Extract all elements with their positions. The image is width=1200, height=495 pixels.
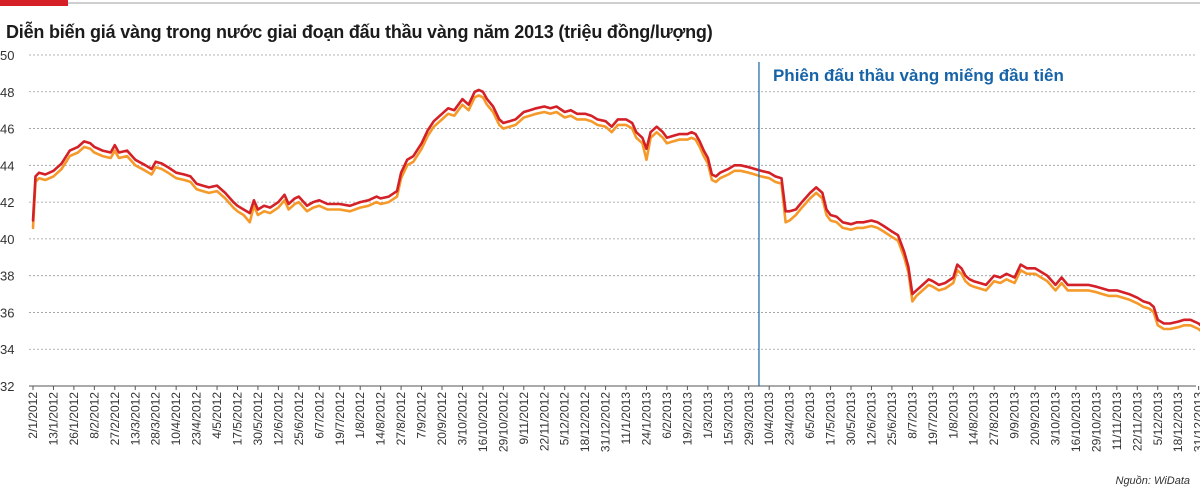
series-line-orange — [31, 94, 1200, 332]
x-tick-label: 1/3/2013 — [701, 392, 715, 439]
x-tick-label: 6/5/2013 — [803, 392, 817, 439]
x-tick-label: 3/10/2012 — [455, 392, 469, 446]
x-tick-label: 27/2/2012 — [108, 392, 122, 446]
header-accent-bar — [0, 0, 68, 6]
x-tick-label: 14/8/2013 — [967, 392, 981, 446]
x-tick-label: 1/8/2013 — [946, 392, 960, 439]
x-tick-label: 8/2/2012 — [87, 392, 101, 439]
x-tick-label: 31/12/2012 — [599, 392, 613, 452]
y-tick-label: 32 — [0, 379, 14, 394]
x-tick-label: 3/10/2013 — [1049, 392, 1063, 446]
x-tick-label: 29/3/2013 — [742, 392, 756, 446]
x-tick-label: 27/8/2013 — [987, 392, 1001, 446]
x-tick-label: 4/5/2012 — [210, 392, 224, 439]
x-tick-label: 28/3/2012 — [149, 392, 163, 446]
x-tick-label: 20/9/2013 — [1028, 392, 1042, 446]
x-tick-label: 10/4/2013 — [762, 392, 776, 446]
x-tick-label: 19/7/2013 — [926, 392, 940, 446]
series-line-red — [31, 88, 1200, 327]
x-tick-label: 6/2/2013 — [660, 392, 674, 439]
x-tick-label: 17/5/2013 — [824, 392, 838, 446]
x-tick-label: 6/7/2012 — [312, 392, 326, 439]
x-tick-label: 2/1/2012 — [26, 392, 40, 439]
x-tick-label: 25/6/2012 — [292, 392, 306, 446]
x-tick-label: 9/9/2013 — [1008, 392, 1022, 439]
y-tick-label: 36 — [0, 305, 14, 320]
x-tick-label: 27/8/2012 — [394, 392, 408, 446]
x-tick-label: 18/12/2013 — [1171, 392, 1185, 452]
x-tick-label: 29/10/2013 — [1089, 392, 1103, 452]
x-tick-label: 14/8/2012 — [374, 392, 388, 446]
y-tick-label: 40 — [0, 232, 14, 247]
header-rule — [68, 2, 1200, 4]
series-lines — [31, 88, 1200, 332]
x-axis: 2/1/2012 13/1/2012 26/1/2012 8/2/2012 27/2/2… — [26, 385, 1200, 452]
x-tick-label: 11/11/2013 — [1110, 392, 1124, 451]
x-tick-label: 26/1/2012 — [67, 392, 81, 446]
x-tick-label: 11/1/2013 — [619, 392, 633, 445]
y-tick-label: 50 — [0, 48, 14, 63]
x-tick-label: 22/11/2013 — [1130, 392, 1144, 451]
x-tick-label: 16/10/2013 — [1069, 392, 1083, 452]
x-tick-label: 12/6/2012 — [271, 392, 285, 446]
x-tick-label: 19/7/2012 — [333, 392, 347, 446]
y-tick-label: 44 — [0, 158, 14, 173]
x-tick-label: 1/8/2012 — [353, 392, 367, 439]
x-tick-label: 25/6/2013 — [885, 392, 899, 446]
x-tick-label: 22/11/2012 — [537, 392, 551, 451]
x-tick-label: 17/5/2012 — [231, 392, 245, 446]
x-tick-label: 24/1/2013 — [640, 392, 654, 446]
x-tick-label: 8/7/2013 — [905, 392, 919, 439]
y-tick-label: 48 — [0, 85, 14, 100]
source-note: Nguồn: WiData — [1115, 475, 1191, 487]
x-tick-label: 5/12/2013 — [1151, 392, 1165, 446]
x-tick-label: 30/5/2013 — [844, 392, 858, 446]
x-tick-label: 20/9/2012 — [435, 392, 449, 446]
x-tick-label: 23/4/2013 — [783, 392, 797, 446]
x-tick-label: 29/10/2012 — [496, 392, 510, 452]
grid-lines — [29, 54, 1196, 387]
x-tick-label: 13/3/2012 — [128, 392, 142, 446]
y-tick-label: 46 — [0, 122, 14, 137]
x-tick-label: 10/4/2012 — [169, 392, 183, 446]
annotation-label: Phiên đấu thầu vàng miếng đầu tiên — [773, 66, 1064, 85]
y-axis: 32 34 36 38 40 42 44 46 48 50 — [0, 48, 14, 394]
y-tick-label: 34 — [0, 342, 14, 357]
x-tick-label: 18/12/2012 — [578, 392, 592, 452]
x-tick-label: 12/6/2013 — [864, 392, 878, 446]
x-tick-label: 15/3/2013 — [721, 392, 735, 446]
x-tick-label: 9/11/2012 — [517, 392, 531, 445]
x-tick-label: 30/5/2012 — [251, 392, 265, 446]
x-tick-label: 23/4/2012 — [190, 392, 204, 446]
chart-title: Diễn biến giá vàng trong nước giai đoạn … — [6, 22, 713, 42]
x-tick-label: 16/10/2012 — [476, 392, 490, 452]
x-tick-label: 7/9/2012 — [415, 392, 429, 439]
x-tick-label: 5/12/2012 — [558, 392, 572, 446]
x-tick-label: 19/2/2013 — [680, 392, 694, 446]
y-tick-label: 42 — [0, 195, 14, 210]
x-tick-label: 13/1/2012 — [46, 392, 60, 446]
y-tick-label: 38 — [0, 269, 14, 284]
annotation: Phiên đấu thầu vàng miếng đầu tiên — [758, 62, 1064, 386]
x-tick-label: 31/12/2013 — [1192, 392, 1200, 452]
